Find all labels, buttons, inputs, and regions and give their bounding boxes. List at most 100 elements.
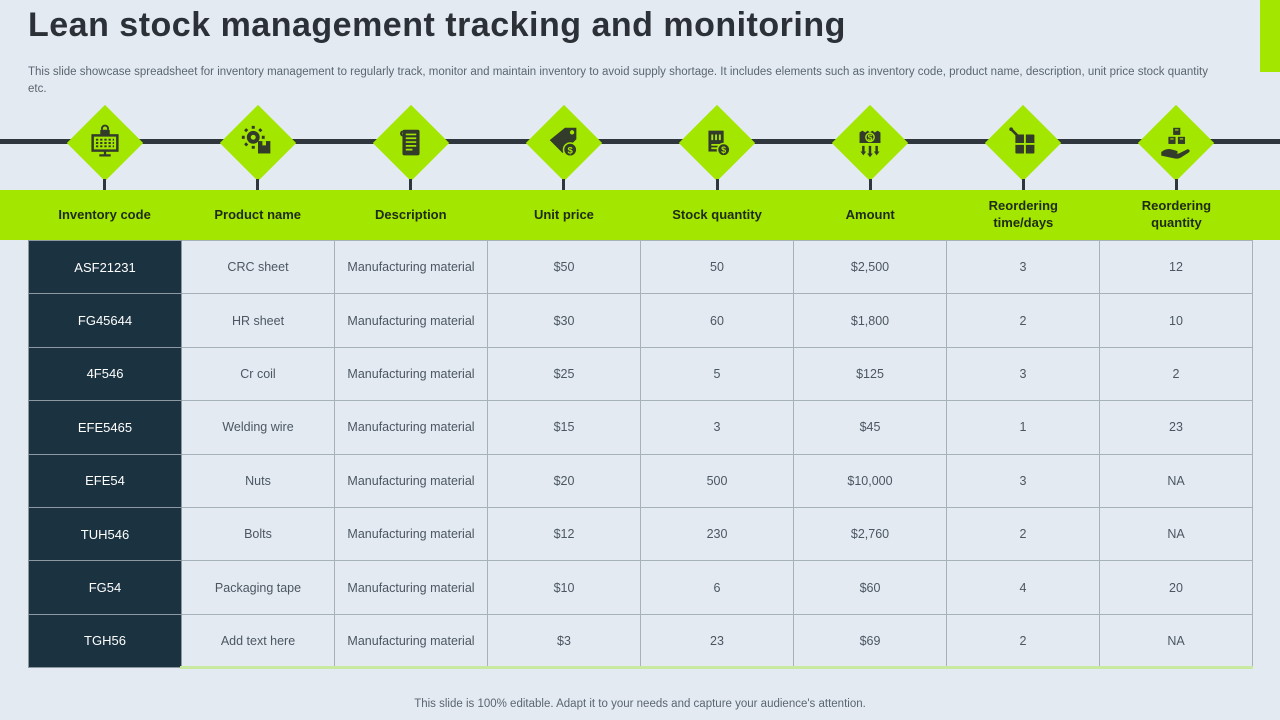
inventory-code-cell: EFE54 [28, 453, 182, 508]
svg-text:$: $ [567, 145, 573, 156]
table-cell: $15 [487, 400, 641, 455]
table-cell: $45 [793, 400, 947, 455]
table-row: FG45644 HR sheet Manufacturing material $30… [28, 293, 1253, 348]
timeline-line [0, 139, 1280, 144]
table-cell: 2 [946, 613, 1100, 669]
table-cell: $3 [487, 613, 641, 669]
table-cell: NA [1099, 453, 1253, 508]
table-cell: Manufacturing material [334, 239, 488, 295]
column-header-label: Amount [845, 206, 895, 222]
page-title: Lean stock management tracking and monit… [28, 6, 846, 44]
table-cell: Manufacturing material [334, 453, 488, 508]
table-cell: $30 [487, 293, 641, 348]
table-cell: $25 [487, 346, 641, 402]
table-cell: Manufacturing material [334, 613, 488, 669]
table-cell: $60 [793, 560, 947, 615]
timeline-connector [409, 179, 413, 191]
table-cell: 20 [1099, 560, 1253, 615]
table-cell: HR sheet [181, 293, 335, 348]
inventory-code-cell: ASF21231 [28, 239, 182, 295]
price-tag-dollar-icon: $ [549, 127, 578, 158]
inventory-code-cell: EFE5465 [28, 400, 182, 455]
inventory-code-cell: FG54 [28, 560, 182, 615]
column-header: Description [334, 207, 487, 224]
table-cell: 23 [640, 613, 794, 669]
table-cell: NA [1099, 613, 1253, 669]
timeline-node: $ [678, 104, 756, 182]
table-cell: $1,800 [793, 293, 947, 348]
svg-text:$: $ [868, 133, 873, 143]
table-cell: 2 [946, 293, 1100, 348]
footer-note: This slide is 100% editable. Adapt it to… [414, 698, 866, 710]
column-header-label: Reordering time/days [988, 198, 1058, 230]
inventory-table-body: ASF21231 CRC sheet Manufacturing material $… [28, 239, 1253, 669]
table-row: 4F546 Cr coil Manufacturing material $25 5 $1… [28, 346, 1253, 402]
table-cell: 2 [1099, 346, 1253, 402]
pallet-boxes-icon [1009, 127, 1035, 154]
column-header: Reordering quantity [1100, 198, 1253, 232]
table-cell: 50 [640, 239, 794, 295]
table-cell: $20 [487, 453, 641, 508]
timeline-node [985, 104, 1062, 182]
column-header-label: Stock quantity [672, 206, 762, 222]
table-cell: 3 [946, 453, 1100, 508]
table-cell: Manufacturing material [334, 293, 488, 348]
timeline-node: $ [832, 104, 909, 182]
gear-box-icon [241, 125, 271, 154]
column-header-label: Description [375, 206, 447, 222]
timeline-connector [715, 179, 719, 191]
column-header: Unit price [487, 207, 640, 224]
table-header-row: Inventory code Product name Description Uni… [0, 190, 1280, 240]
table-cell: 6 [640, 560, 794, 615]
table-cell: $69 [793, 613, 947, 669]
table-row: FG54 Packaging tape Manufacturing material… [28, 560, 1253, 615]
timeline-connector [562, 179, 566, 191]
table-cell: 500 [640, 453, 794, 508]
table-cell: 1 [946, 400, 1100, 455]
timeline-node [66, 104, 143, 182]
hand-boxes-icon [1161, 127, 1191, 159]
timeline-connector [1174, 179, 1178, 191]
table-cell: 3 [946, 346, 1100, 402]
column-header: Reordering time/days [947, 198, 1100, 232]
table-cell: Manufacturing material [334, 560, 488, 615]
invoice-dollar-icon: $ [708, 130, 731, 157]
table-cell: $50 [487, 239, 641, 295]
timeline-node [372, 104, 449, 182]
table-cell: Manufacturing material [334, 346, 488, 402]
table-cell: Welding wire [181, 400, 335, 455]
document-icon [399, 129, 420, 156]
table-cell: 4 [946, 560, 1100, 615]
column-header: Product name [181, 207, 334, 224]
column-header-label: Unit price [533, 206, 594, 222]
table-cell: 230 [640, 506, 794, 562]
inventory-code-cell: TUH546 [28, 506, 182, 562]
table-cell: 23 [1099, 400, 1253, 455]
table-row: TUH546 Bolts Manufacturing material $12 230 $… [28, 506, 1253, 562]
column-header: Stock quantity [641, 207, 794, 224]
timeline-connector [1021, 179, 1025, 191]
table-row: EFE54 Nuts Manufacturing material $20 500 $10… [28, 453, 1253, 508]
table-underline [180, 666, 1253, 669]
column-header: Inventory code [28, 207, 181, 224]
table-cell: 5 [640, 346, 794, 402]
page-subtitle: This slide showcase spreadsheet for inve… [28, 66, 1209, 95]
monitor-lock-icon [90, 124, 119, 157]
inventory-table: ASF21231 CRC sheet Manufacturing material $… [28, 239, 1253, 669]
column-header-label: Inventory code [58, 206, 151, 222]
table-cell: Manufacturing material [334, 400, 488, 455]
table-cell: $10 [487, 560, 641, 615]
money-arrows-icon: $ [859, 130, 881, 158]
table-cell: 3 [946, 239, 1100, 295]
inventory-code-cell: FG45644 [28, 293, 182, 348]
inventory-code-cell: TGH56 [28, 613, 182, 669]
table-cell: NA [1099, 506, 1253, 562]
table-cell: $125 [793, 346, 947, 402]
timeline-node [219, 104, 296, 182]
inventory-code-cell: 4F546 [28, 346, 182, 402]
table-row: TGH56 Add text here Manufacturing material… [28, 613, 1253, 669]
table-cell: Nuts [181, 453, 335, 508]
table-cell: 2 [946, 506, 1100, 562]
table-cell: 60 [640, 293, 794, 348]
timeline-connector [103, 179, 107, 191]
